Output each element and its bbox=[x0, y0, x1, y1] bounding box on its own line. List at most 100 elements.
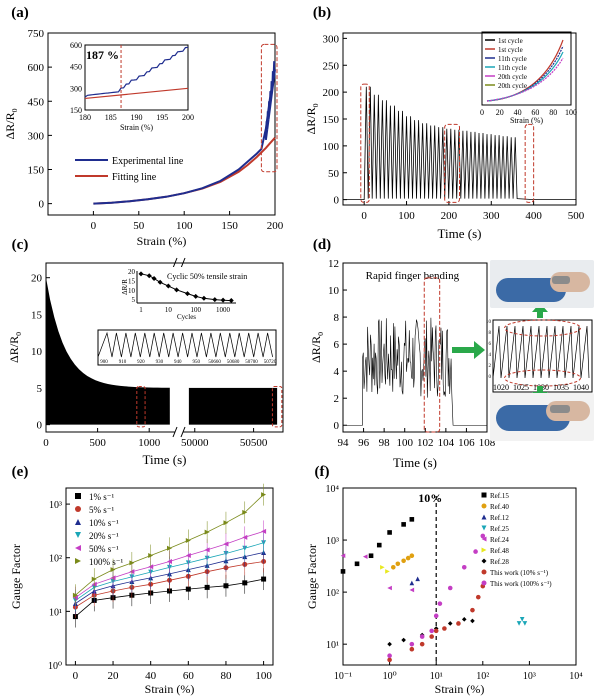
inset-cycle-curve bbox=[486, 45, 564, 102]
x-tick-label: 10¹ bbox=[430, 671, 443, 682]
y-tick-label: 10 bbox=[328, 285, 340, 297]
axis-break-mark bbox=[180, 426, 186, 438]
legend-marker-8 bbox=[481, 580, 487, 586]
inset-x-tick-label: 190 bbox=[131, 113, 143, 122]
x-tick-label: 500 bbox=[568, 210, 585, 222]
inset-frame-a bbox=[84, 44, 189, 111]
x-tick-label: 0 bbox=[73, 670, 79, 682]
x-tick-label: 100 bbox=[398, 210, 415, 222]
inset-x-tick-label: 80 bbox=[549, 108, 557, 117]
y-tick-label: 0 bbox=[39, 199, 45, 211]
y-tick-label: 450 bbox=[28, 96, 45, 108]
x-tick-label: 200 bbox=[441, 210, 458, 222]
x-tick-label: 40 bbox=[145, 670, 157, 682]
data-point bbox=[519, 617, 525, 622]
x-tick-label: 100 bbox=[396, 437, 413, 449]
series-cyclic-response bbox=[343, 86, 576, 201]
inset-x-tick-label: 20 bbox=[496, 108, 504, 117]
x-axis-label: Time (s) bbox=[438, 226, 482, 241]
inset-legend-entry: 1st cycle bbox=[498, 46, 523, 54]
legend-entry-4: Ref.24 bbox=[490, 536, 509, 544]
x-tick-label: 300 bbox=[483, 210, 500, 222]
data-point bbox=[456, 621, 461, 626]
data-point bbox=[223, 541, 229, 547]
data-point bbox=[475, 594, 481, 600]
inset-top-y-tick-label: 5 bbox=[132, 296, 136, 304]
data-point bbox=[429, 634, 434, 639]
legend-entry-5: 100% s⁻¹ bbox=[89, 557, 124, 567]
x-tick-label: 0 bbox=[361, 210, 367, 222]
panel-label-e: (e) bbox=[12, 464, 29, 480]
y-tick-label: 12 bbox=[328, 258, 339, 270]
x-tick-label: 0 bbox=[91, 220, 97, 232]
inset-top-y-axis-label: ΔR/R bbox=[121, 279, 129, 295]
series-finger-bending bbox=[343, 317, 487, 426]
legend-marker-2 bbox=[75, 519, 81, 525]
y-tick-label: 10⁴ bbox=[326, 484, 340, 495]
x-tick-label: 10³ bbox=[523, 671, 536, 682]
inset-top-x-tick-label: 10 bbox=[165, 306, 173, 314]
data-point bbox=[390, 564, 396, 570]
y-tick-label: 150 bbox=[323, 114, 340, 126]
y-axis-label: Gauge Factor bbox=[305, 544, 319, 609]
data-point bbox=[433, 628, 439, 634]
x-tick-label: 0 bbox=[43, 437, 49, 449]
legend-marker-5 bbox=[481, 547, 487, 553]
legend-entry-0: 1% s⁻¹ bbox=[89, 492, 115, 502]
y-tick-label: 10³ bbox=[49, 500, 62, 511]
x-tick-label: 102 bbox=[417, 437, 434, 449]
inset-legend-entry: 1st cycle bbox=[498, 37, 523, 45]
axis-break-mark bbox=[172, 426, 178, 438]
y-tick-label: 300 bbox=[323, 33, 340, 45]
data-point bbox=[470, 607, 475, 613]
y-tick-label: 10 bbox=[31, 346, 43, 358]
y-tick-label: 15 bbox=[31, 309, 43, 321]
x-tick-label: 80 bbox=[220, 670, 232, 682]
x-tick-label: 50000 bbox=[181, 437, 209, 449]
x-tick-label: 20 bbox=[108, 670, 120, 682]
highlight-box-b3 bbox=[524, 123, 535, 203]
y-tick-label: 10¹ bbox=[326, 640, 339, 651]
arrow-right bbox=[452, 341, 485, 359]
inset-mid-x-tick-label: 50720 bbox=[264, 360, 277, 365]
inset-top-point bbox=[157, 279, 163, 285]
y-tick-label: 8 bbox=[334, 312, 340, 324]
data-point bbox=[447, 621, 453, 626]
inset-legend-entry: 11th cycle bbox=[498, 55, 527, 63]
y-tick-label: 600 bbox=[28, 62, 45, 74]
legend-marker-3 bbox=[75, 532, 81, 538]
data-point bbox=[362, 554, 368, 559]
y-tick-label: 250 bbox=[323, 60, 340, 72]
plot-frame-e bbox=[65, 487, 274, 666]
data-point bbox=[387, 585, 392, 591]
data-point bbox=[401, 637, 406, 643]
legend-marker-2 bbox=[481, 514, 487, 520]
inset-mid-x-tick-label: 50700 bbox=[245, 360, 258, 365]
x-tick-label: 10² bbox=[476, 671, 489, 682]
data-point bbox=[409, 641, 415, 647]
x-tick-label: 106 bbox=[458, 437, 475, 449]
data-point bbox=[91, 576, 97, 582]
inset-top-x-axis-label: Cycles bbox=[177, 313, 196, 321]
data-point bbox=[442, 626, 447, 631]
data-point bbox=[385, 569, 390, 574]
x-tick-label: 104 bbox=[438, 437, 455, 449]
data-point bbox=[261, 540, 267, 546]
inset-y-tick-label: 10 bbox=[486, 320, 492, 325]
data-point bbox=[204, 529, 210, 535]
x-axis-label: Strain (%) bbox=[137, 234, 187, 248]
legend-entry-4: 50% s⁻¹ bbox=[89, 544, 119, 554]
data-point bbox=[516, 621, 522, 626]
y-tick-label: 10² bbox=[326, 588, 339, 599]
data-point bbox=[429, 628, 434, 634]
inset-legend-entry: 20th cycle bbox=[498, 82, 527, 90]
inset-top-x-tick-label: 1 bbox=[139, 306, 143, 314]
y-tick-label: 10⁰ bbox=[48, 661, 62, 672]
legend-entry-3: Ref.25 bbox=[490, 525, 509, 533]
data-point bbox=[340, 569, 346, 574]
inset-top-point bbox=[212, 297, 218, 303]
data-point bbox=[242, 509, 248, 515]
data-point bbox=[473, 549, 478, 554]
y-tick-label: 150 bbox=[28, 165, 45, 177]
inset-mid-waveform bbox=[97, 331, 273, 358]
